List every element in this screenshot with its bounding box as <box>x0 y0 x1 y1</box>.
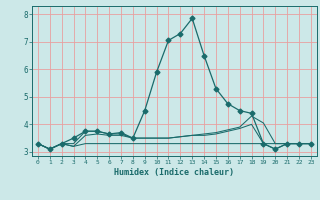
X-axis label: Humidex (Indice chaleur): Humidex (Indice chaleur) <box>115 168 234 177</box>
